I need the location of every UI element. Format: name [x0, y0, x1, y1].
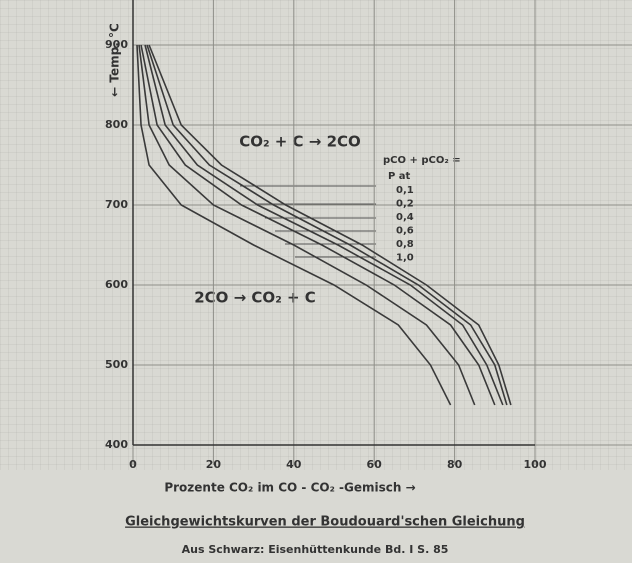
- legend-label: 0,2: [396, 199, 414, 210]
- annotation: P at: [388, 171, 411, 182]
- annotation: pCO + pCO₂ =: [383, 155, 461, 166]
- x-tick-label: 80: [447, 458, 463, 471]
- x-tick-label: 0: [129, 458, 137, 471]
- x-axis-label: Prozente CO₂ im CO - CO₂ -Gemisch →: [164, 481, 415, 495]
- y-tick-label: 800: [105, 118, 128, 131]
- annotation: 2CO → CO₂ + C: [194, 289, 316, 307]
- y-tick-label: 600: [105, 278, 128, 291]
- chart-subtitle: Aus Schwarz: Eisenhüttenkunde Bd. I S. 8…: [182, 543, 449, 556]
- curve: [136, 44, 452, 406]
- legend-label: 0,6: [396, 226, 414, 237]
- curve: [140, 44, 496, 406]
- curve: [146, 44, 508, 406]
- y-tick-label: 400: [105, 438, 128, 451]
- curve: [144, 44, 504, 406]
- x-tick-label: 100: [524, 458, 547, 471]
- legend-label: 0,4: [396, 212, 414, 223]
- y-tick-label: 500: [105, 358, 128, 371]
- chart-title: Gleichgewichtskurven der Boudouard'schen…: [125, 515, 525, 530]
- x-tick-label: 20: [206, 458, 222, 471]
- legend-label: 1,0: [396, 253, 414, 264]
- y-axis-label: ← Temp. °C: [108, 23, 122, 97]
- legend-label: 0,1: [396, 185, 414, 196]
- x-tick-label: 60: [367, 458, 383, 471]
- y-tick-label: 900: [105, 38, 128, 51]
- curve: [148, 44, 512, 406]
- x-tick-label: 40: [286, 458, 302, 471]
- legend-label: 0,8: [396, 239, 414, 250]
- curve: [138, 44, 476, 406]
- y-tick-label: 700: [105, 198, 128, 211]
- annotation: CO₂ + C → 2CO: [239, 133, 361, 151]
- graph-paper: [0, 0, 632, 470]
